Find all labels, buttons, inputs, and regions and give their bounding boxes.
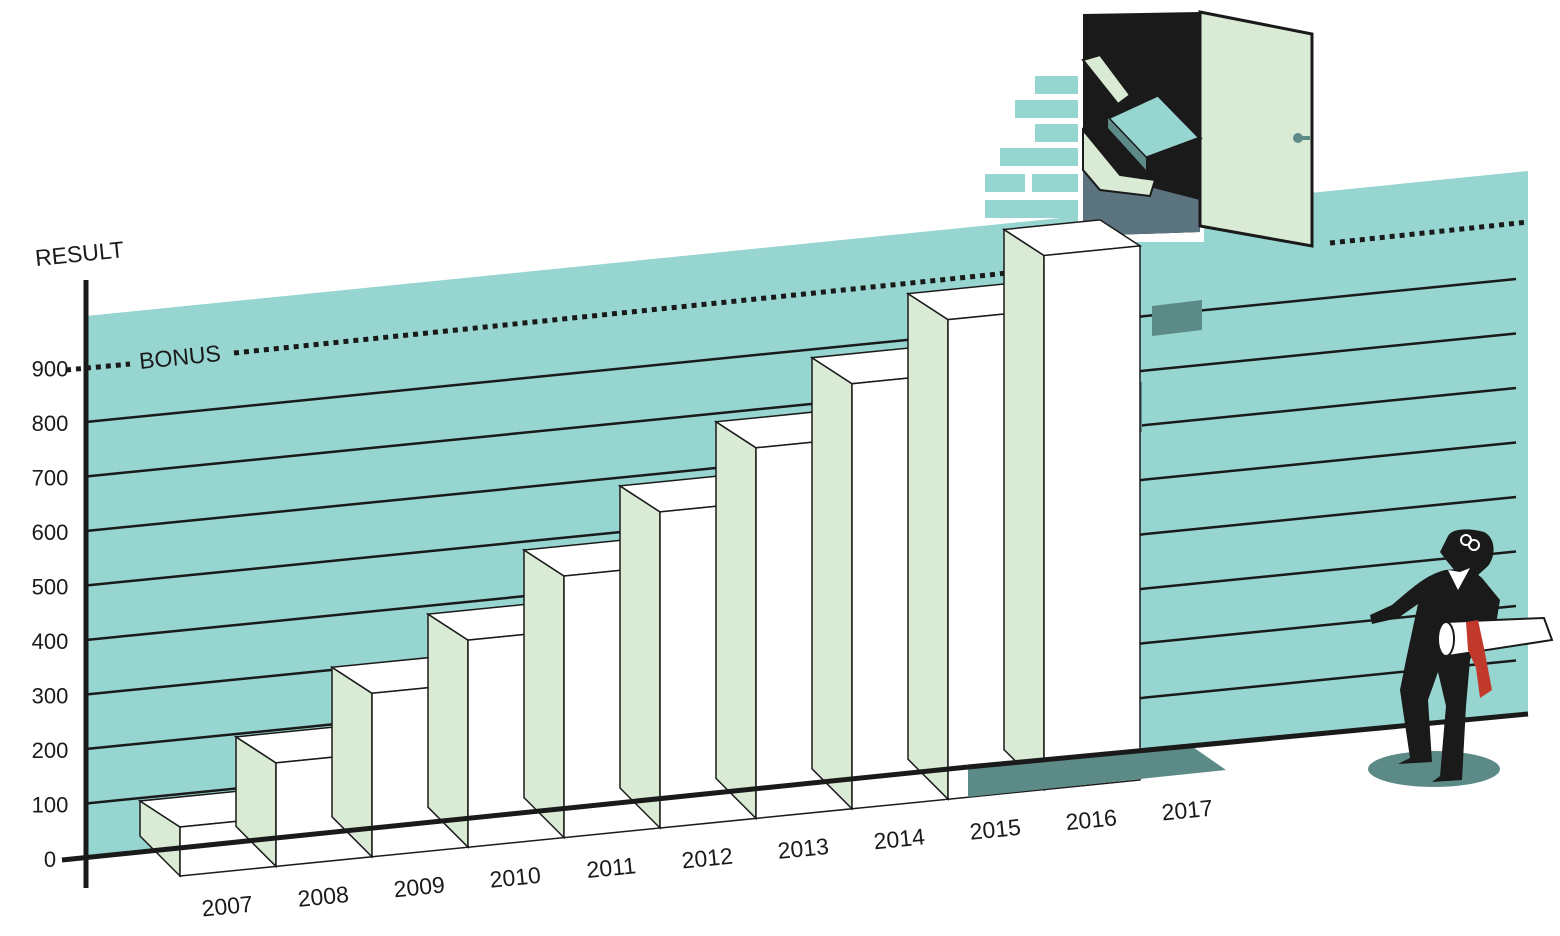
gridline — [85, 277, 1517, 424]
x-tick-label: 2007 — [200, 891, 254, 922]
y-tick-label: 900 — [32, 357, 69, 382]
bar-front — [1043, 245, 1141, 791]
y-tick-label: 0 — [44, 847, 56, 872]
x-tick-label: 2010 — [488, 862, 542, 893]
bar-series — [137, 219, 1143, 878]
y-tick-label: 500 — [32, 575, 69, 600]
y-tick-label: 700 — [32, 466, 69, 491]
businessman-figure — [1368, 529, 1554, 787]
y-tick-label: 200 — [32, 738, 69, 763]
collar — [1448, 568, 1470, 590]
scroll-icon — [1437, 616, 1554, 698]
x-tick-label: 2013 — [776, 833, 830, 864]
red-ribbon — [1466, 620, 1492, 698]
x-tick-label: 2008 — [296, 881, 350, 912]
brick-wall — [985, 76, 1079, 218]
x-axis-extension — [967, 711, 1529, 770]
businessman-head — [1440, 529, 1494, 575]
x-tick-label: 2014 — [872, 823, 926, 854]
y-tick-label: 600 — [32, 520, 69, 545]
bonus-line — [65, 361, 131, 373]
y-tick-label: 100 — [32, 793, 69, 818]
x-tick-labels: 2007 2008 2009 2010 2011 2012 2013 2014 2015 2016… — [200, 795, 1214, 922]
bonus-line — [1329, 219, 1529, 246]
x-tick-label: 2016 — [1064, 804, 1118, 835]
x-tick-label: 2012 — [680, 843, 734, 874]
bar-side — [523, 548, 565, 840]
hand-with-box-icon — [1081, 53, 1203, 198]
door-illustration — [985, 10, 1314, 248]
bar-side — [427, 612, 469, 850]
gridline — [85, 332, 1517, 478]
x-tick-label: 2011 — [585, 852, 637, 883]
bar-2016 — [1001, 219, 1143, 792]
y-tick-label: 300 — [32, 684, 69, 709]
bar-side — [619, 484, 661, 830]
bar-side — [715, 420, 757, 821]
bonus-line — [233, 262, 1086, 356]
x-tick-label: 2015 — [968, 814, 1022, 845]
bar-side — [907, 292, 949, 802]
x-tick-label: 2017 — [1160, 795, 1214, 826]
y-axis-title: RESULT — [34, 236, 125, 271]
floor-shadow — [968, 745, 1226, 797]
y-tick-labels: 0 100 200 300 400 500 600 700 800 900 — [32, 357, 69, 873]
step-shadow — [1152, 300, 1202, 336]
y-tick-label: 400 — [32, 629, 69, 654]
figure-shadow — [1368, 751, 1500, 787]
y-tick-label: 800 — [32, 411, 69, 436]
open-door — [1198, 10, 1314, 248]
bar-side — [1003, 228, 1045, 792]
x-axis — [61, 764, 969, 863]
x-tick-label: 2009 — [392, 871, 446, 902]
bar-side — [811, 356, 853, 811]
